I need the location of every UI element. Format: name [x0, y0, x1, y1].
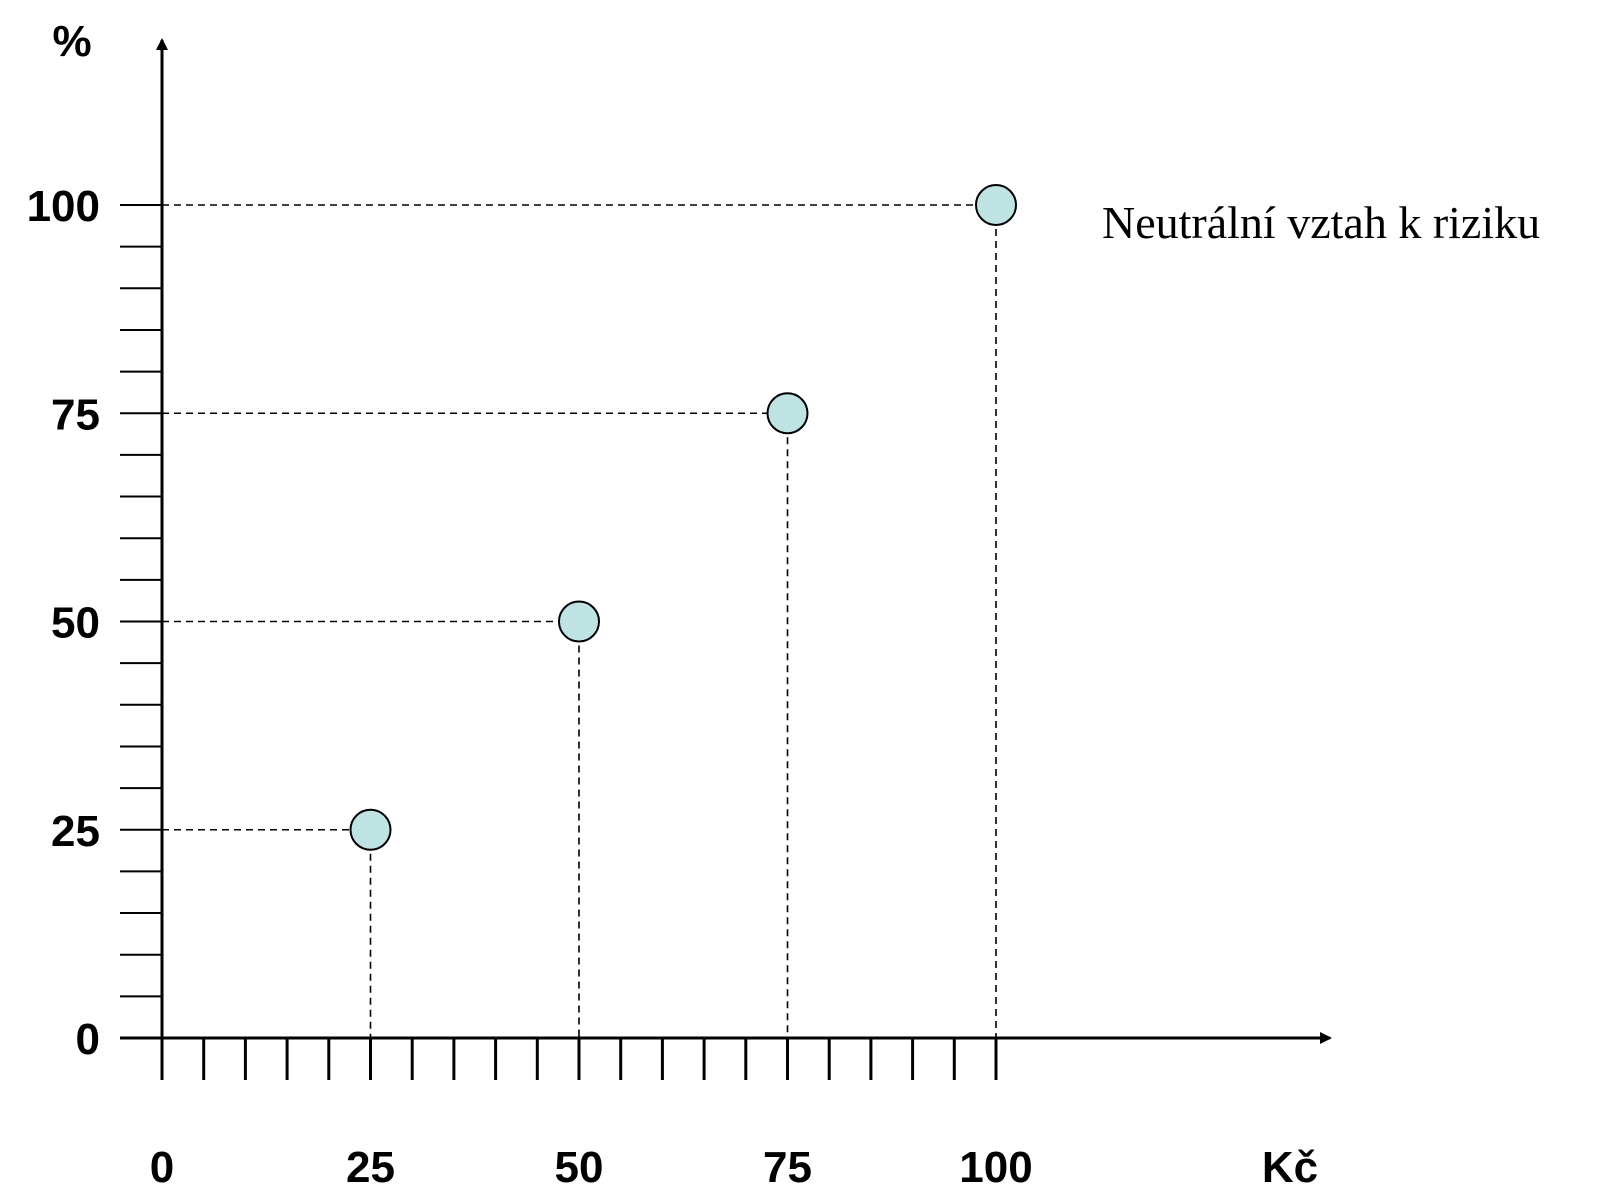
- y-tick-label: 100: [27, 182, 100, 231]
- x-tick-label: 75: [763, 1143, 812, 1191]
- chart-annotation: Neutrální vztah k riziku: [1102, 197, 1540, 248]
- x-tick-label: 100: [959, 1143, 1032, 1191]
- y-tick-label: 25: [51, 807, 100, 856]
- guide-lines: [162, 204, 997, 1038]
- x-tick-label: 25: [346, 1143, 395, 1191]
- x-tick-label: 50: [555, 1143, 604, 1191]
- y-tick-label: 50: [51, 599, 100, 648]
- x-tick-labels: 0 25 50 75 100: [150, 1143, 1033, 1191]
- data-point: [349, 808, 392, 851]
- x-axis-unit: Kč: [1262, 1143, 1318, 1191]
- y-tick-label: 75: [51, 390, 100, 439]
- y-tick-label: 0: [76, 1015, 100, 1064]
- x-tick-label: 0: [150, 1143, 174, 1191]
- data-point: [558, 600, 600, 643]
- y-axis-unit: %: [52, 17, 91, 66]
- y-ticks: [120, 204, 162, 998]
- y-tick-labels: 0 25 50 75 100: [27, 182, 100, 1064]
- data-point: [975, 184, 1017, 226]
- x-ticks: [160, 1038, 998, 1080]
- data-points: [349, 184, 1017, 851]
- data-point: [766, 392, 809, 435]
